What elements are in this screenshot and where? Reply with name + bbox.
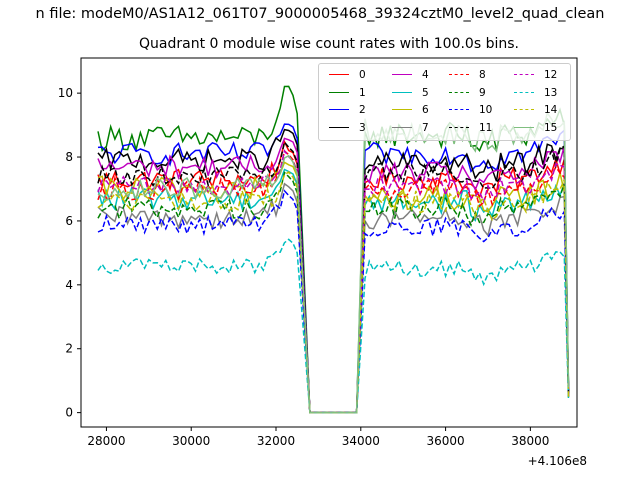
y-tick-label: 0 <box>65 406 73 420</box>
legend-swatch <box>392 126 412 128</box>
axes-frame <box>80 57 578 428</box>
legend-label: 6 <box>422 104 429 116</box>
y-tick-label: 4 <box>65 278 73 292</box>
legend-label: 12 <box>544 69 558 81</box>
legend-label: 15 <box>544 121 558 134</box>
legend-label: 1 <box>359 86 366 99</box>
legend-swatch <box>449 91 469 93</box>
legend-swatch <box>514 109 534 110</box>
series-line-15 <box>97 111 570 414</box>
series-line-10 <box>97 189 570 414</box>
legend-label: 2 <box>359 104 366 116</box>
series-line-8 <box>97 149 570 414</box>
legend-label: 11 <box>479 121 493 134</box>
legend-swatch <box>329 74 349 75</box>
y-tick-label: 2 <box>65 342 73 356</box>
series-line-13 <box>97 238 570 414</box>
series-line-9 <box>97 171 570 414</box>
y-tick-label: 6 <box>65 214 73 228</box>
chart-title: Quadrant 0 module wise count rates with … <box>139 36 519 52</box>
legend-swatch <box>392 74 412 75</box>
legend-swatch <box>449 109 469 110</box>
x-offset-label: +4.106e8 <box>528 454 587 468</box>
legend-swatch <box>329 91 349 93</box>
legend-swatch <box>449 74 469 75</box>
legend-swatch <box>514 91 534 93</box>
x-tick-label: 32000 <box>257 434 295 448</box>
legend-label: 13 <box>544 86 558 99</box>
x-tick-label: 30000 <box>172 434 210 448</box>
series-line-3 <box>97 128 570 414</box>
legend-swatch <box>392 109 412 110</box>
x-tick-label: 34000 <box>342 434 380 448</box>
legend-swatch <box>514 126 534 128</box>
x-tick-label: 28000 <box>87 434 125 448</box>
figure-suptitle: n file: modeM0/AS1A12_061T07_9000005468_… <box>35 6 605 22</box>
axis-ticks: 28000 30000 32000 34000 36000 38000 0 2 4 6 8 10 <box>58 86 550 448</box>
y-tick-label: 8 <box>65 150 73 164</box>
series-line-12 <box>97 149 570 414</box>
legend-label: 0 <box>359 69 366 81</box>
legend-label: 9 <box>479 86 486 99</box>
legend-label: 3 <box>359 121 366 134</box>
legend-label: 5 <box>422 86 429 99</box>
legend-label: 8 <box>479 69 486 81</box>
series-line-7 <box>97 182 570 414</box>
legend-swatch <box>329 109 349 110</box>
legend-swatch <box>392 91 412 93</box>
y-tick-label: 10 <box>58 86 73 100</box>
legend-swatch <box>449 126 469 128</box>
legend-label: 10 <box>479 104 493 116</box>
legend-label: 14 <box>544 104 558 116</box>
x-tick-label: 38000 <box>511 434 549 448</box>
legend-swatch <box>514 74 534 75</box>
legend-label: 7 <box>422 121 429 134</box>
x-tick-label: 36000 <box>426 434 464 448</box>
series-line-6 <box>97 161 570 414</box>
legend-swatch <box>329 126 349 128</box>
legend: 0 1 2 3 4 5 6 7 8 9 10 11 12 13 14 15 <box>318 63 571 141</box>
legend-label: 4 <box>422 69 429 81</box>
